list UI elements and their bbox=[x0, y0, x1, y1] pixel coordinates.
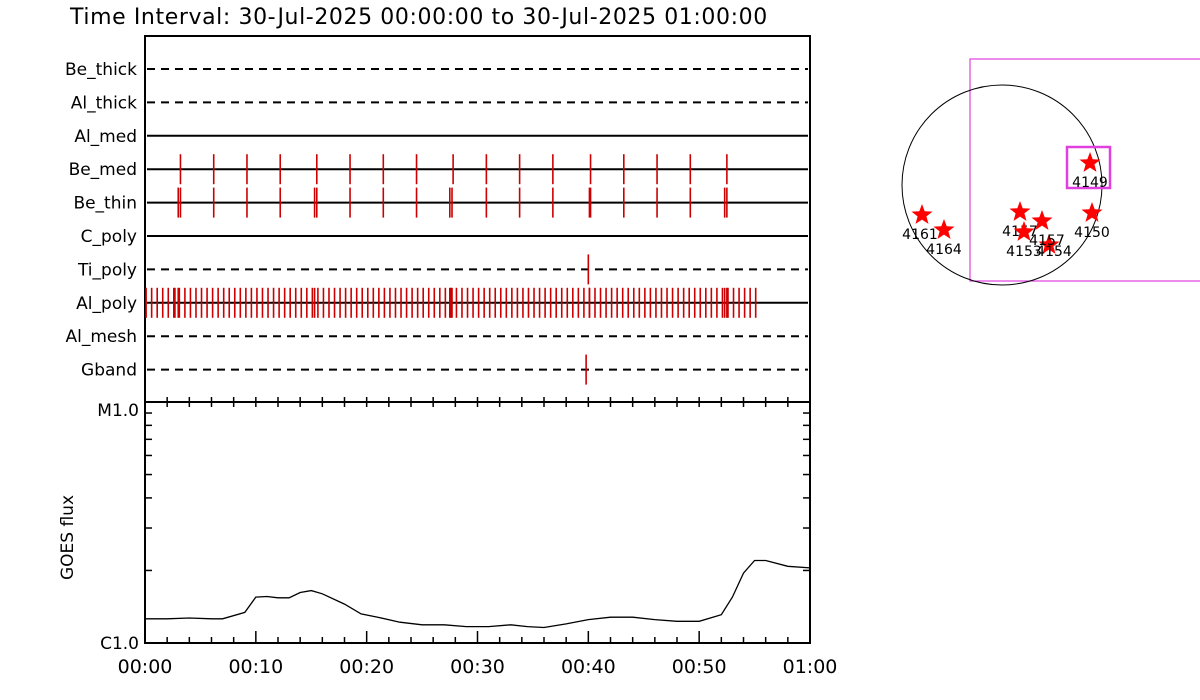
x-tick-label: 00:00 bbox=[118, 656, 173, 678]
goes-flux-panel: C1.0 M1.0 GOES flux 00:00 00:10 00:20 00:30 00:… bbox=[58, 397, 837, 678]
region-label: 4161 bbox=[902, 227, 938, 243]
channel-label: Al_med bbox=[74, 127, 137, 147]
region-highlight-box bbox=[1065, 145, 1112, 190]
region-star bbox=[911, 204, 933, 224]
region-star bbox=[1009, 201, 1031, 221]
channel-label: Be_thick bbox=[65, 60, 137, 80]
field-of-view-box bbox=[969, 58, 1200, 282]
y-tick-label: C1.0 bbox=[100, 634, 139, 654]
channel-label: Ti_poly bbox=[77, 260, 137, 280]
event-timeline-panel: Be_thick Al_thick Al_med Be_med Be_thin C_pol… bbox=[65, 35, 811, 403]
region-star bbox=[1038, 234, 1060, 254]
channel-label: Al_poly bbox=[76, 294, 137, 314]
y-tick-label: M1.0 bbox=[97, 401, 139, 421]
y-axis-label: GOES flux bbox=[58, 495, 78, 580]
channel-label: Be_thin bbox=[73, 194, 137, 214]
channel-label: Be_med bbox=[69, 160, 137, 180]
channel-label: C_poly bbox=[81, 227, 137, 247]
channel-label: Al_mesh bbox=[65, 327, 137, 347]
x-tick-label: 00:30 bbox=[450, 656, 505, 678]
region-label: 4157 bbox=[1029, 233, 1065, 249]
region-star bbox=[1013, 221, 1035, 241]
region-star bbox=[1079, 152, 1101, 172]
x-tick-label: 01:00 bbox=[783, 656, 838, 678]
x-tick-label: 00:20 bbox=[339, 656, 394, 678]
region-label: 4150 bbox=[1074, 225, 1110, 241]
x-tick-label: 00:40 bbox=[561, 656, 616, 678]
region-star bbox=[1031, 210, 1053, 230]
chart-title: Time Interval: 30-Jul-2025 00:00:00 to 3… bbox=[69, 5, 768, 30]
region-star bbox=[933, 219, 955, 239]
region-label: 4153 bbox=[1006, 244, 1042, 260]
goes-frame bbox=[144, 401, 811, 644]
x-tick-label: 00:10 bbox=[228, 656, 283, 678]
region-star bbox=[1081, 202, 1103, 222]
solar-disk-map: 41494150416141644157415441574153 bbox=[901, 58, 1200, 286]
solar-limb bbox=[901, 84, 1103, 286]
channel-label: Gband bbox=[81, 361, 137, 381]
region-label: 4164 bbox=[926, 242, 962, 258]
timeline-frame bbox=[144, 35, 811, 403]
region-label: 4154 bbox=[1036, 244, 1072, 260]
channel-label: Al_thick bbox=[71, 93, 137, 113]
region-label: 4149 bbox=[1072, 175, 1108, 191]
goes-flux-line bbox=[145, 559, 811, 629]
x-tick-label: 00:50 bbox=[672, 656, 727, 678]
